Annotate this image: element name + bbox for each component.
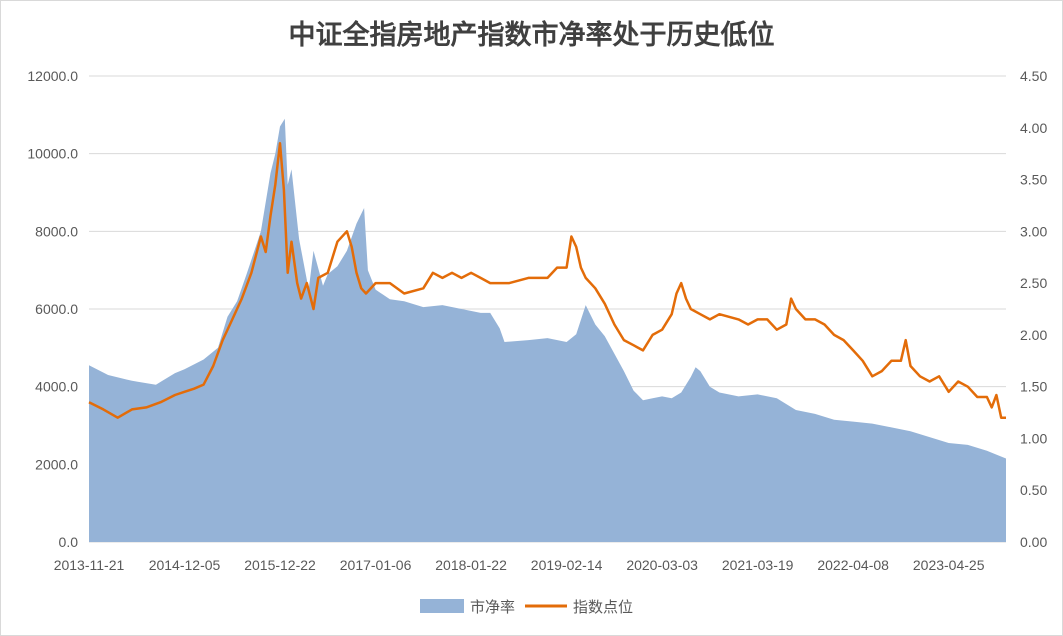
right-tick-label: 4.50: [1020, 68, 1047, 84]
pb-area-series: [89, 118, 1006, 542]
left-tick-label: 0.0: [59, 534, 79, 550]
x-tick-label: 2013-11-21: [54, 557, 125, 573]
legend: 市净率 指数点位: [420, 599, 633, 616]
right-tick-label: 2.00: [1020, 327, 1047, 343]
left-tick-label: 4000.0: [35, 379, 78, 395]
x-tick-label: 2018-01-22: [435, 557, 507, 573]
left-tick-label: 12000.0: [27, 68, 78, 84]
x-tick-label: 2019-02-14: [531, 557, 603, 573]
left-tick-label: 6000.0: [35, 301, 78, 317]
pb-area: [89, 118, 1006, 542]
x-tick-label: 2014-12-05: [149, 557, 221, 573]
legend-label-index: 指数点位: [573, 599, 633, 616]
x-axis-ticks: 2013-11-21 2014-12-05 2015-12-22 2017-01-06…: [54, 557, 985, 573]
legend-label-pb: 市净率: [470, 599, 515, 616]
left-tick-label: 10000.0: [27, 146, 78, 162]
right-tick-label: 1.00: [1020, 430, 1047, 446]
right-tick-label: 1.50: [1020, 379, 1047, 395]
right-axis-ticks: 0.00 0.50 1.00 1.50 2.00 2.50 3.00 3.50 4.00 4.50: [1020, 68, 1047, 550]
x-tick-label: 2021-03-19: [722, 557, 794, 573]
right-tick-label: 2.50: [1020, 275, 1047, 291]
chart-title: 中证全指房地产指数市净率处于历史低位: [288, 20, 775, 51]
x-tick-label: 2023-04-25: [913, 557, 985, 573]
left-tick-label: 2000.0: [35, 456, 78, 472]
right-tick-label: 0.50: [1020, 482, 1047, 498]
right-tick-label: 4.00: [1020, 120, 1047, 136]
x-tick-label: 2017-01-06: [340, 557, 412, 573]
index-line: [88, 142, 1006, 419]
x-tick-label: 2015-12-22: [244, 557, 316, 573]
right-tick-label: 3.50: [1020, 172, 1047, 188]
left-axis-ticks: 0.0 2000.0 4000.0 6000.0 8000.0 10000.0 12000.…: [27, 68, 78, 550]
right-tick-label: 0.00: [1020, 534, 1047, 550]
x-tick-label: 2020-03-03: [626, 557, 698, 573]
x-tick-label: 2022-04-08: [817, 557, 889, 573]
left-tick-label: 8000.0: [35, 223, 78, 239]
index-line-series: [88, 142, 1006, 419]
right-tick-label: 3.00: [1020, 223, 1047, 239]
legend-swatch-pb: [420, 599, 464, 613]
